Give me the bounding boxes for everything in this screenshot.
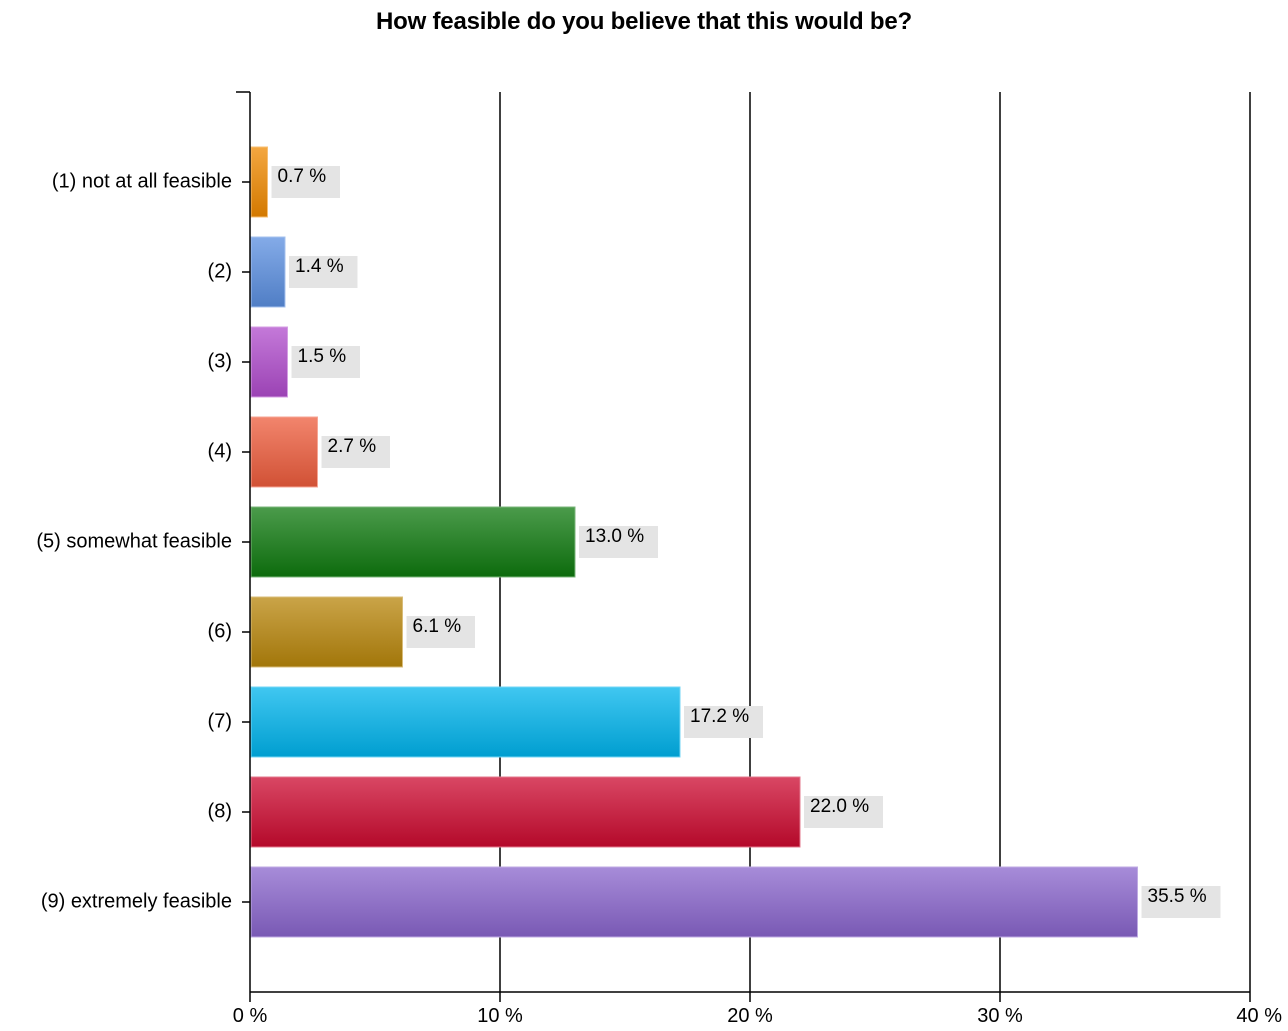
category-label: (7) (208, 710, 232, 732)
data-label-background (271, 166, 340, 198)
category-label: (3) (208, 350, 232, 372)
data-label-background (321, 436, 390, 468)
data-label: 13.0 % (585, 526, 644, 547)
category-label: (5) somewhat feasible (36, 530, 232, 552)
data-label: 35.5 % (1148, 886, 1207, 907)
x-tick-label: 20 % (727, 1005, 773, 1027)
x-tick-label: 30 % (977, 1005, 1023, 1027)
labels: 0.7 % (1) not at all feasible 1.4 % (2) 1.5 … (36, 166, 1282, 1027)
data-label: 6.1 % (413, 616, 462, 637)
chart-title: How feasible do you believe that this wo… (375, 8, 912, 35)
data-label-background (406, 616, 475, 648)
x-tick-label: 40 % (1236, 1005, 1282, 1027)
data-label-background (291, 346, 360, 378)
category-label: (6) (208, 620, 232, 642)
bars (250, 146, 1138, 938)
bar (250, 866, 1138, 938)
category-label: (1) not at all feasible (52, 170, 232, 192)
bar (250, 146, 268, 218)
data-label: 17.2 % (690, 706, 749, 727)
data-label-background (1141, 886, 1221, 918)
data-label-background (289, 256, 358, 288)
data-label: 0.7 % (278, 166, 327, 187)
data-label-background (684, 706, 763, 738)
data-label: 2.7 % (328, 436, 377, 457)
category-label: (4) (208, 440, 232, 462)
data-label-background (579, 526, 658, 558)
data-label: 1.5 % (298, 346, 347, 367)
x-tick-label: 10 % (477, 1005, 523, 1027)
bar (250, 686, 681, 758)
data-label: 1.4 % (295, 256, 344, 277)
data-label: 22.0 % (810, 796, 869, 817)
data-label-background (804, 796, 883, 828)
bar (250, 506, 576, 578)
bar (250, 596, 403, 668)
axes (236, 91, 1251, 1002)
bar (250, 776, 801, 848)
bar (250, 236, 286, 308)
category-label: (9) extremely feasible (41, 890, 232, 912)
bar (250, 416, 318, 488)
x-tick-label: 0 % (233, 1005, 268, 1027)
category-label: (8) (208, 800, 232, 822)
bar (250, 326, 288, 398)
category-label: (2) (208, 260, 232, 282)
